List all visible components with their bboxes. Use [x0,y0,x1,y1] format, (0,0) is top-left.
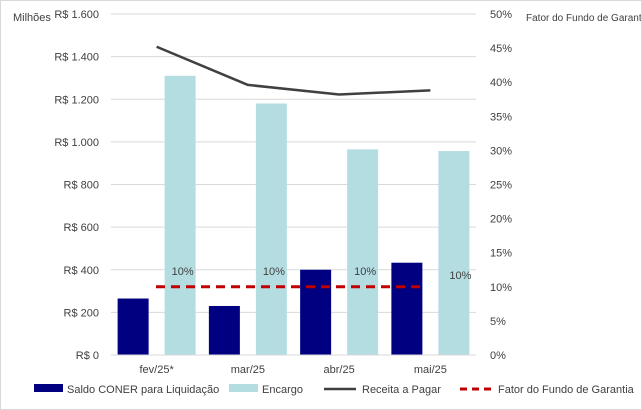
left-tick-label: R$ 200 [64,307,99,319]
right-tick-label: 5% [490,316,506,328]
data-label: 10% [354,266,376,278]
data-label: 10% [449,270,471,282]
left-tick-label: R$ 0 [76,350,99,362]
right-tick-label: 15% [490,248,512,260]
bar [208,305,240,355]
left-tick-label: R$ 1.000 [54,137,99,149]
category-label: mai/25 [414,364,447,376]
left-tick-label: R$ 400 [64,265,99,277]
category-label: mar/25 [231,364,265,376]
units-label: Milhões [13,12,51,24]
legend: Saldo CONER para Liquidação Encargo Receit… [34,384,635,396]
right-tick-label: 45% [490,43,512,55]
right-tick-label: 40% [490,77,512,89]
data-label: 10% [263,266,285,278]
legend-label: Receita a Pagar [362,384,441,396]
category-labels: fev/25* mar/25 abr/25 mai/25 [140,364,447,376]
data-labels: 10% 10% 10% 10% [172,266,472,282]
right-tick-label: 30% [490,145,512,157]
right-tick-label: 35% [490,111,512,123]
bar [438,151,470,355]
left-tick-label: R$ 600 [64,222,99,234]
bar [164,75,196,356]
category-label: abr/25 [324,364,355,376]
legend-label: Fator do Fundo de Garantia [498,384,635,396]
category-label: fev/25* [140,364,175,376]
secondary-axis-title: Fator do Fundo de Garantia [526,13,641,24]
left-axis-ticks: R$ 0 R$ 200 R$ 400 R$ 600 R$ 800 R$ 1.000 R$ 1… [54,9,99,362]
bar [347,149,379,355]
bar [300,269,332,355]
right-tick-label: 10% [490,282,512,294]
right-tick-label: 0% [490,350,506,362]
right-axis-ticks: 0% 5% 10% 15% 20% 25% 30% 35% 40% 45% 50% [490,9,512,362]
series-lines [156,45,431,289]
legend-swatch [34,384,63,392]
legend-label: Saldo CONER para Liquidação [67,384,219,396]
bar [391,262,423,355]
data-label: 10% [172,266,194,278]
legend-swatch [229,384,258,392]
bar [117,298,149,355]
left-tick-label: R$ 1.200 [54,94,99,106]
bars [117,75,470,356]
bar [255,103,287,355]
left-tick-label: R$ 1.600 [54,9,99,21]
right-tick-label: 20% [490,214,512,226]
right-tick-label: 25% [490,180,512,192]
left-tick-label: R$ 800 [64,180,99,192]
right-tick-label: 50% [490,9,512,21]
left-tick-label: R$ 1.400 [54,52,99,64]
receita-line [156,45,431,96]
legend-label: Encargo [262,384,303,396]
